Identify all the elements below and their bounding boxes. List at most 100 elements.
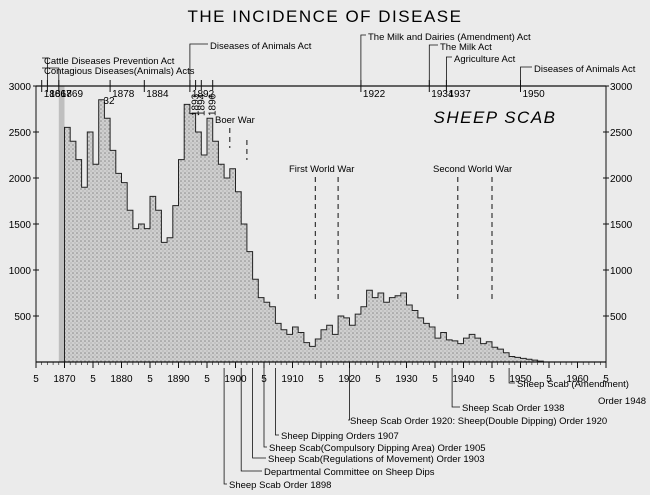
histogram-bar — [309, 346, 316, 362]
war-label: Boer War — [215, 115, 255, 126]
histogram-bar — [172, 205, 179, 362]
histogram-bar — [486, 341, 493, 362]
histogram-bar — [474, 338, 481, 362]
histogram-bar — [509, 356, 516, 362]
histogram-bar — [395, 295, 402, 362]
histogram-bar — [383, 302, 390, 362]
histogram-bar — [235, 191, 242, 362]
x-tick-label: 5 — [603, 374, 609, 385]
shaded-band-1869 — [58, 86, 65, 362]
histogram-bar — [286, 334, 293, 362]
histogram-bar — [332, 334, 339, 362]
chart-title: THE INCIDENCE OF DISEASE — [188, 7, 463, 26]
histogram-bar — [417, 317, 424, 362]
wars-group: Boer War First World War Second World War — [215, 115, 512, 303]
x-tick-label: 1880 — [110, 374, 133, 385]
histogram-bar — [81, 187, 88, 362]
order-leader — [223, 368, 227, 485]
histogram-bar — [321, 329, 327, 362]
histogram-bar — [526, 359, 533, 362]
histogram-bar — [457, 343, 464, 362]
act-leader — [42, 67, 60, 86]
top-axis-label: 1869 — [61, 89, 84, 100]
x-tick-label: 5 — [546, 374, 552, 385]
x-ticks-group: 5 1870 5 1880 5 1890 5 1900 5 1910 5 1920 5 1930 5 1940… — [33, 362, 609, 385]
act-leader — [42, 57, 48, 86]
y-tick-label-right: 1000 — [610, 266, 633, 277]
histogram-bar — [104, 118, 111, 362]
order-label: Sheep Scab(Regulations of Movement) Orde… — [268, 454, 485, 465]
y-tick-label-left: 3000 — [9, 82, 32, 93]
histogram-bar — [75, 159, 82, 362]
histogram-bar — [406, 304, 413, 362]
order-label: Sheep Scab(Compulsory Dipping Area) Orde… — [269, 443, 486, 454]
histogram-bar — [292, 327, 299, 362]
histogram-bar — [469, 334, 476, 362]
act-leader — [360, 34, 366, 86]
histogram-bar — [281, 329, 288, 362]
x-tick-label: 1950 — [509, 374, 532, 385]
histogram-bar — [110, 150, 117, 362]
histogram-bar — [400, 293, 407, 362]
order-leader — [508, 368, 515, 384]
y-tick-label-left: 1500 — [9, 220, 32, 231]
order-leader — [348, 368, 350, 421]
top-axis-label: 1950 — [523, 89, 546, 100]
histogram-bar — [207, 118, 213, 362]
histogram-bar — [252, 279, 259, 362]
histogram-bar — [150, 196, 156, 362]
top-axis-label: 1937 — [448, 89, 471, 100]
histogram-bar — [355, 314, 362, 362]
histogram-bar — [64, 127, 71, 363]
histogram-bar — [372, 297, 379, 362]
y-tick-label-right: 1500 — [610, 220, 633, 231]
top-axis-label: 1866 — [44, 89, 67, 100]
act-label: Cattle Diseases Prevention Act — [44, 56, 175, 67]
histogram-bar — [155, 210, 162, 362]
top-axis-label-vertical: 1894 — [196, 93, 207, 116]
top-axis-label: 1878 — [112, 89, 135, 100]
histogram-bar — [338, 316, 345, 362]
order-leader — [263, 368, 267, 448]
histogram-bar — [229, 168, 236, 362]
histogram-bar — [127, 210, 134, 362]
x-tick-label: 1960 — [566, 374, 589, 385]
x-tick-label: 5 — [90, 374, 96, 385]
histogram-bar — [315, 339, 322, 362]
act-leader — [428, 44, 438, 86]
x-tick-label: 5 — [33, 374, 39, 385]
histogram-bar — [378, 293, 384, 362]
act-label: Diseases of Animals Act — [534, 64, 636, 75]
y-tick-label-right: 3000 — [610, 82, 633, 93]
histogram-bar — [201, 155, 208, 362]
order-label: Sheep Scab Order 1898 — [229, 480, 331, 491]
order-leader — [240, 368, 262, 472]
histogram-bar — [366, 290, 373, 362]
histogram-bar — [87, 132, 94, 362]
x-tick-label: 5 — [489, 374, 495, 385]
histogram-bar — [389, 297, 396, 362]
order-label: Sheep Dipping Orders 1907 — [281, 431, 399, 442]
histogram-bar — [435, 338, 441, 362]
war-label: Second World War — [433, 164, 512, 175]
order-label: Departmental Committee on Sheep Dips — [264, 467, 435, 478]
histogram-bar — [298, 332, 305, 362]
histogram-bar — [121, 182, 128, 362]
histogram-bar — [412, 310, 419, 362]
histogram-bar — [212, 141, 219, 362]
act-leader — [189, 43, 208, 86]
act-label: Contagious Diseases(Animals) Acts — [44, 66, 195, 77]
histogram-bar — [349, 325, 356, 362]
act-label: Diseases of Animals Act — [210, 41, 312, 52]
act-leader — [446, 56, 452, 86]
y-tick-label-left: 500 — [14, 312, 31, 323]
histogram-bar — [326, 325, 333, 362]
histogram-bar — [161, 242, 168, 362]
orders-group: Sheep Scab (Amendment) Order 1948 Sheep Sc… — [223, 368, 646, 491]
x-tick-label: 5 — [375, 374, 381, 385]
order-label: Sheep Scab Order 1920: Sheep(Double Dipp… — [350, 416, 607, 427]
y-tick-label-right: 2500 — [610, 128, 633, 139]
order-label: Order 1948 — [598, 396, 646, 407]
x-tick-label: 1870 — [53, 374, 76, 385]
